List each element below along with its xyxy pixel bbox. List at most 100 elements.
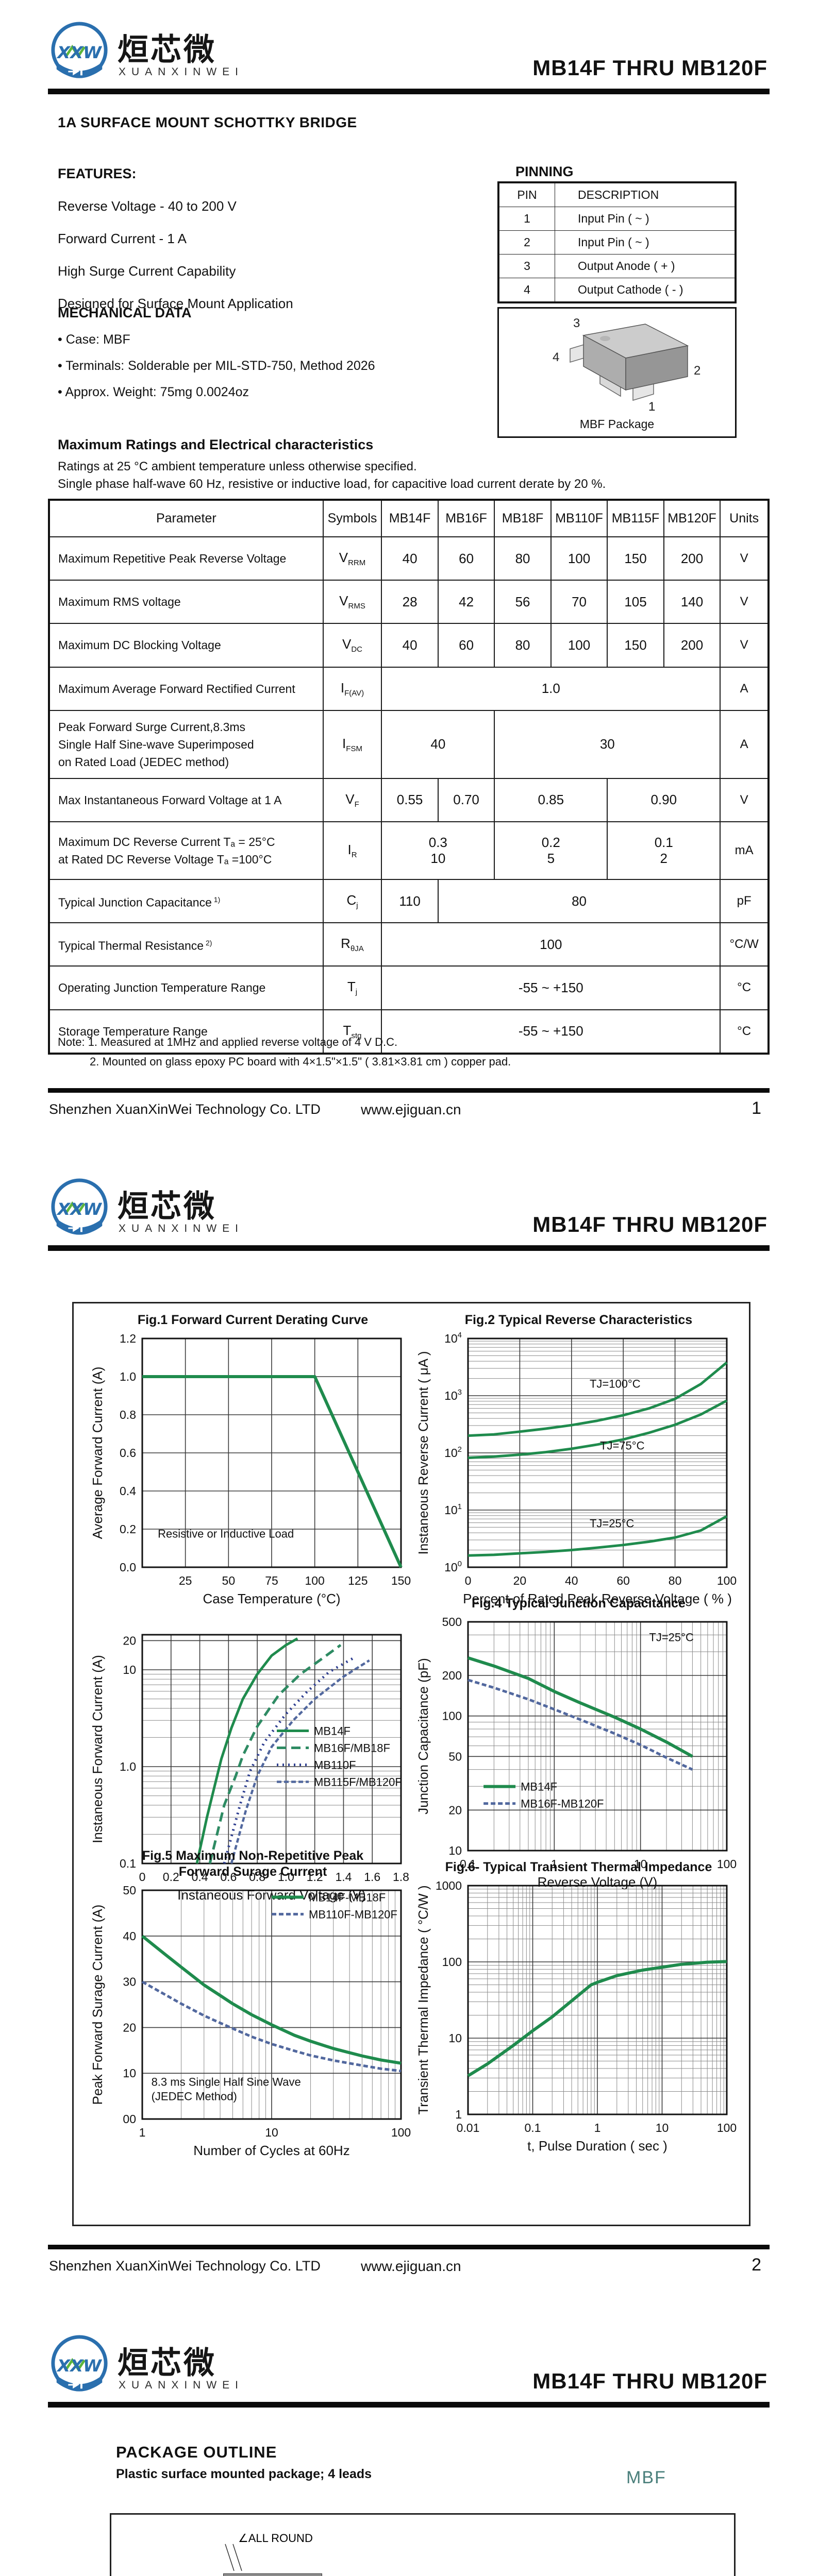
svg-text:1: 1 bbox=[455, 2108, 462, 2121]
note-line: Note: 1. Measured at 1MHz and applied re… bbox=[58, 1036, 398, 1048]
svg-text:50: 50 bbox=[222, 1574, 236, 1587]
value-cell: 40 bbox=[381, 623, 439, 668]
mechanical-list: • Case: MBF • Terminals: Solderable per M… bbox=[58, 332, 480, 400]
parameter-line: Maximum DC Reverse Current Tₐ = 25°C bbox=[58, 835, 275, 849]
symbol-cell: VF bbox=[322, 777, 382, 822]
table-row: Maximum Average Forward Rectified Curren… bbox=[48, 666, 769, 711]
chart-series-MB16F/MB18F bbox=[208, 1643, 342, 1864]
value-cell: 60 bbox=[437, 623, 495, 668]
chart-series-MB14F bbox=[468, 1656, 693, 1758]
chart-series-thermal bbox=[467, 1960, 727, 2077]
column-header: MB14F bbox=[381, 499, 439, 537]
svg-text:10: 10 bbox=[656, 2121, 669, 2134]
value-cell: 0.55 bbox=[381, 777, 439, 822]
footer-url: www.ejiguan.cn bbox=[361, 2258, 461, 2274]
table-row: Maximum RMS voltage VRMS 28 42 56 70 105 140 V bbox=[48, 580, 769, 624]
figure-title: Fig.5 Maximum Non-Repetitive Peak bbox=[142, 1849, 364, 1863]
mechanical-data-section: MECHANICAL DATA • Case: MBF • Terminals: … bbox=[58, 305, 480, 400]
value-cell: 105 bbox=[607, 580, 664, 624]
value-cell: 200 bbox=[663, 536, 721, 581]
svg-text:50: 50 bbox=[123, 1884, 136, 1897]
feature-item: Forward Current - 1 A bbox=[58, 231, 187, 246]
svg-text:MB16F-MB120F: MB16F-MB120F bbox=[521, 1798, 604, 1810]
description-column-header: DESCRIPTION bbox=[555, 183, 735, 207]
brand-english: XUANXINWEI bbox=[119, 2379, 244, 2391]
figure-1: Fig.1 Forward Current Derating Curve 25 50… bbox=[87, 1312, 419, 1617]
svg-text:1: 1 bbox=[648, 400, 655, 414]
svg-text:125: 125 bbox=[348, 1574, 368, 1587]
parameter-line: Operating Junction Temperature Range bbox=[58, 981, 266, 995]
value-cell: 40 bbox=[381, 536, 439, 581]
chart: 0.01 0.1 1 10 100 1 10 100 1000 t, Pulse Duration… bbox=[415, 1879, 737, 2154]
unit-cell: pF bbox=[720, 878, 769, 924]
svg-text:60: 60 bbox=[616, 1574, 630, 1587]
value-line: 2 bbox=[660, 850, 667, 866]
table-row: Max Instantaneous Forward Voltage at 1 A… bbox=[48, 777, 769, 822]
table-row: Typical Thermal Resistance 2) RθJA 100 °C/W bbox=[48, 922, 769, 967]
features-heading: FEATURES: bbox=[58, 166, 137, 181]
svg-text:20: 20 bbox=[448, 1803, 462, 1817]
figure-5: Fig.5 Maximum Non-Repetitive Peak Forward… bbox=[87, 1848, 419, 2169]
header-rule bbox=[48, 89, 770, 94]
svg-text:50: 50 bbox=[448, 1750, 462, 1763]
pin-number-cell: 2 bbox=[499, 230, 555, 255]
parameter-line: Single Half Sine-wave Superimposed bbox=[58, 737, 254, 751]
product-title: 1A SURFACE MOUNT SCHOTTKY BRIDGE bbox=[58, 114, 357, 130]
table-row: Storage Temperature Range Tstg -55 ~ +150 °… bbox=[48, 1009, 769, 1054]
package-illustration-box: 3 4 2 1 1 MBF Package bbox=[497, 307, 737, 438]
pin-number-cell: 4 bbox=[499, 278, 555, 302]
pin-column-header: PIN bbox=[499, 183, 555, 207]
svg-text:0.0: 0.0 bbox=[120, 1561, 136, 1574]
value-line: 5 bbox=[547, 850, 555, 866]
column-header: Parameter bbox=[48, 499, 324, 537]
chart: 1 10 100 00 10 20 30 40 50 Number of Cycles at 60… bbox=[90, 1884, 411, 2158]
tick-labels: 0.01 0.1 1 10 100 1 10 100 1000 bbox=[436, 1879, 737, 2134]
svg-text:0: 0 bbox=[465, 1574, 472, 1587]
value-line: 0.1 bbox=[654, 834, 673, 850]
svg-text:0.1: 0.1 bbox=[460, 1857, 476, 1871]
ratings-heading: Maximum Ratings and Electrical character… bbox=[58, 437, 374, 452]
parameter-line: Peak Forward Surge Current,8.3ms bbox=[58, 720, 246, 734]
svg-text:150: 150 bbox=[391, 1574, 411, 1587]
svg-text:1.4: 1.4 bbox=[335, 1870, 352, 1884]
pin-description-cell: Input Pin ( ~ ) bbox=[555, 230, 735, 255]
svg-text:20: 20 bbox=[123, 1634, 136, 1647]
column-header: MB115F bbox=[607, 499, 664, 537]
chart-annotation: Resistive or Inductive Load bbox=[158, 1527, 294, 1540]
svg-text:103: 103 bbox=[444, 1388, 462, 1402]
company-logo-icon: XXW bbox=[49, 1177, 110, 1244]
page-2: XXW 烜芯微 XUANXINWEI MB14F THRU MB120F Fig… bbox=[0, 1157, 818, 2313]
page-1: XXW 烜芯微 XUANXINWEI MB14F THRU MB120F 1A … bbox=[0, 0, 818, 1157]
mechanical-item: • Terminals: Solderable per MIL-STD-750,… bbox=[58, 359, 375, 373]
tick-labels: 0 0.2 0.4 0.6 0.8 1.0 1.2 1.4 1.6 1.8 0.1 1.0 10 20 bbox=[120, 1634, 409, 1884]
package-outline-heading: PACKAGE OUTLINE bbox=[116, 2443, 277, 2461]
svg-text:40: 40 bbox=[565, 1574, 578, 1587]
svg-text:MB16F/MB18F: MB16F/MB18F bbox=[314, 1741, 390, 1754]
svg-text:20: 20 bbox=[513, 1574, 527, 1587]
y-axis-title: Junction Capacitance (pF) bbox=[415, 1658, 431, 1814]
value-cell: 150 bbox=[607, 623, 664, 668]
svg-text:1.6: 1.6 bbox=[364, 1870, 380, 1884]
parameter-cell: Maximum DC Blocking Voltage bbox=[48, 623, 324, 668]
mechanical-item: • Approx. Weight: 75mg 0.0024oz bbox=[58, 385, 249, 399]
parameter-line: Storage Temperature Range bbox=[58, 1024, 208, 1038]
parameter-line: Maximum RMS voltage bbox=[58, 595, 181, 609]
svg-text:2: 2 bbox=[694, 364, 700, 378]
x-axis-title: Number of Cycles at 60Hz bbox=[193, 2143, 349, 2158]
svg-text:20: 20 bbox=[123, 2021, 136, 2034]
brand-english: XUANXINWEI bbox=[119, 1223, 244, 1234]
svg-text:XXW: XXW bbox=[56, 1199, 103, 1219]
x-axis-title: Case Temperature (°C) bbox=[203, 1591, 340, 1606]
value-cell: -55 ~ +150 bbox=[381, 1009, 721, 1054]
unit-cell: mA bbox=[720, 821, 769, 880]
company-logo-icon: XXW bbox=[49, 2334, 110, 2400]
legend: MB14F-MB18F MB110F-MB120F bbox=[272, 1891, 397, 1921]
figure-title: Fig.2 Typical Reverse Characteristics bbox=[464, 1313, 693, 1327]
value-line: 0.3 bbox=[428, 834, 447, 850]
features-section: FEATURES: Reverse Voltage - 40 to 200 V F… bbox=[58, 166, 449, 312]
parameter-line: Typical Thermal Resistance 2) bbox=[58, 939, 212, 953]
ratings-table: Parameter Symbols MB14F MB16F MB18F MB110F MB1… bbox=[48, 499, 770, 1055]
value-cell: 0.90 bbox=[607, 777, 721, 822]
value-cell: 56 bbox=[494, 580, 552, 624]
svg-text:MB14F-MB18F: MB14F-MB18F bbox=[309, 1891, 386, 1904]
